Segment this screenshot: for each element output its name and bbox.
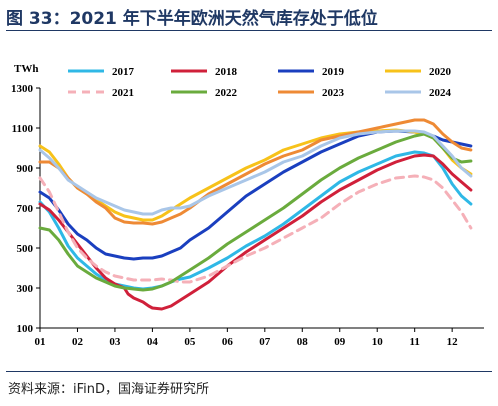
title-rule bbox=[6, 30, 492, 31]
x-tick-label: 09 bbox=[334, 336, 346, 348]
legend-label-2024: 2024 bbox=[429, 87, 452, 99]
series-line-2021 bbox=[38, 174, 473, 284]
x-tick-label: 06 bbox=[222, 336, 234, 348]
series-lines bbox=[38, 118, 473, 311]
series-line-2017 bbox=[38, 150, 473, 291]
y-tick-label: 900 bbox=[17, 163, 34, 175]
y-tick-label: 1300 bbox=[11, 83, 34, 95]
series-line-2018 bbox=[38, 153, 473, 311]
series-line-2023 bbox=[38, 118, 473, 226]
y-unit-label: TWh bbox=[14, 63, 38, 75]
x-tick-label: 10 bbox=[372, 336, 384, 348]
x-tick-label: 07 bbox=[259, 336, 271, 348]
legend: 2017 2018 2019 2020 2021 2022 2023 2024 bbox=[68, 66, 452, 99]
x-tick-label: 02 bbox=[72, 336, 84, 348]
y-tick-label: 1100 bbox=[12, 123, 34, 135]
axes: 100 300 500 700 900 1100 1300 01 02 03 04 05 06 07 08 0… bbox=[11, 83, 484, 348]
x-tick-label: 01 bbox=[35, 336, 46, 348]
x-tick-label: 11 bbox=[409, 336, 419, 348]
legend-label-2017: 2017 bbox=[112, 66, 135, 78]
y-tick-label: 500 bbox=[17, 243, 34, 255]
legend-label-2022: 2022 bbox=[215, 87, 238, 99]
legend-label-2021: 2021 bbox=[112, 87, 134, 99]
series-line-2022 bbox=[38, 132, 473, 292]
x-tick-label: 04 bbox=[147, 336, 159, 348]
source-rule bbox=[6, 371, 492, 372]
legend-label-2019: 2019 bbox=[322, 66, 345, 78]
x-tick-label: 03 bbox=[109, 336, 121, 348]
y-tick-label: 300 bbox=[17, 283, 34, 295]
x-tick-label: 05 bbox=[184, 336, 196, 348]
x-tick-label: 12 bbox=[447, 336, 459, 348]
figure-title: 图 33：2021 年下半年欧洲天然气库存处于低位 bbox=[6, 9, 378, 29]
y-tick-label: 700 bbox=[17, 203, 34, 215]
legend-label-2023: 2023 bbox=[322, 87, 345, 99]
source-note: 资料来源：iFinD，国海证券研究所 bbox=[8, 382, 210, 397]
x-tick-label: 08 bbox=[297, 336, 309, 348]
legend-label-2020: 2020 bbox=[429, 66, 452, 78]
series-line-2024 bbox=[38, 129, 473, 216]
legend-label-2018: 2018 bbox=[215, 66, 238, 78]
y-tick-label: 100 bbox=[17, 323, 34, 335]
